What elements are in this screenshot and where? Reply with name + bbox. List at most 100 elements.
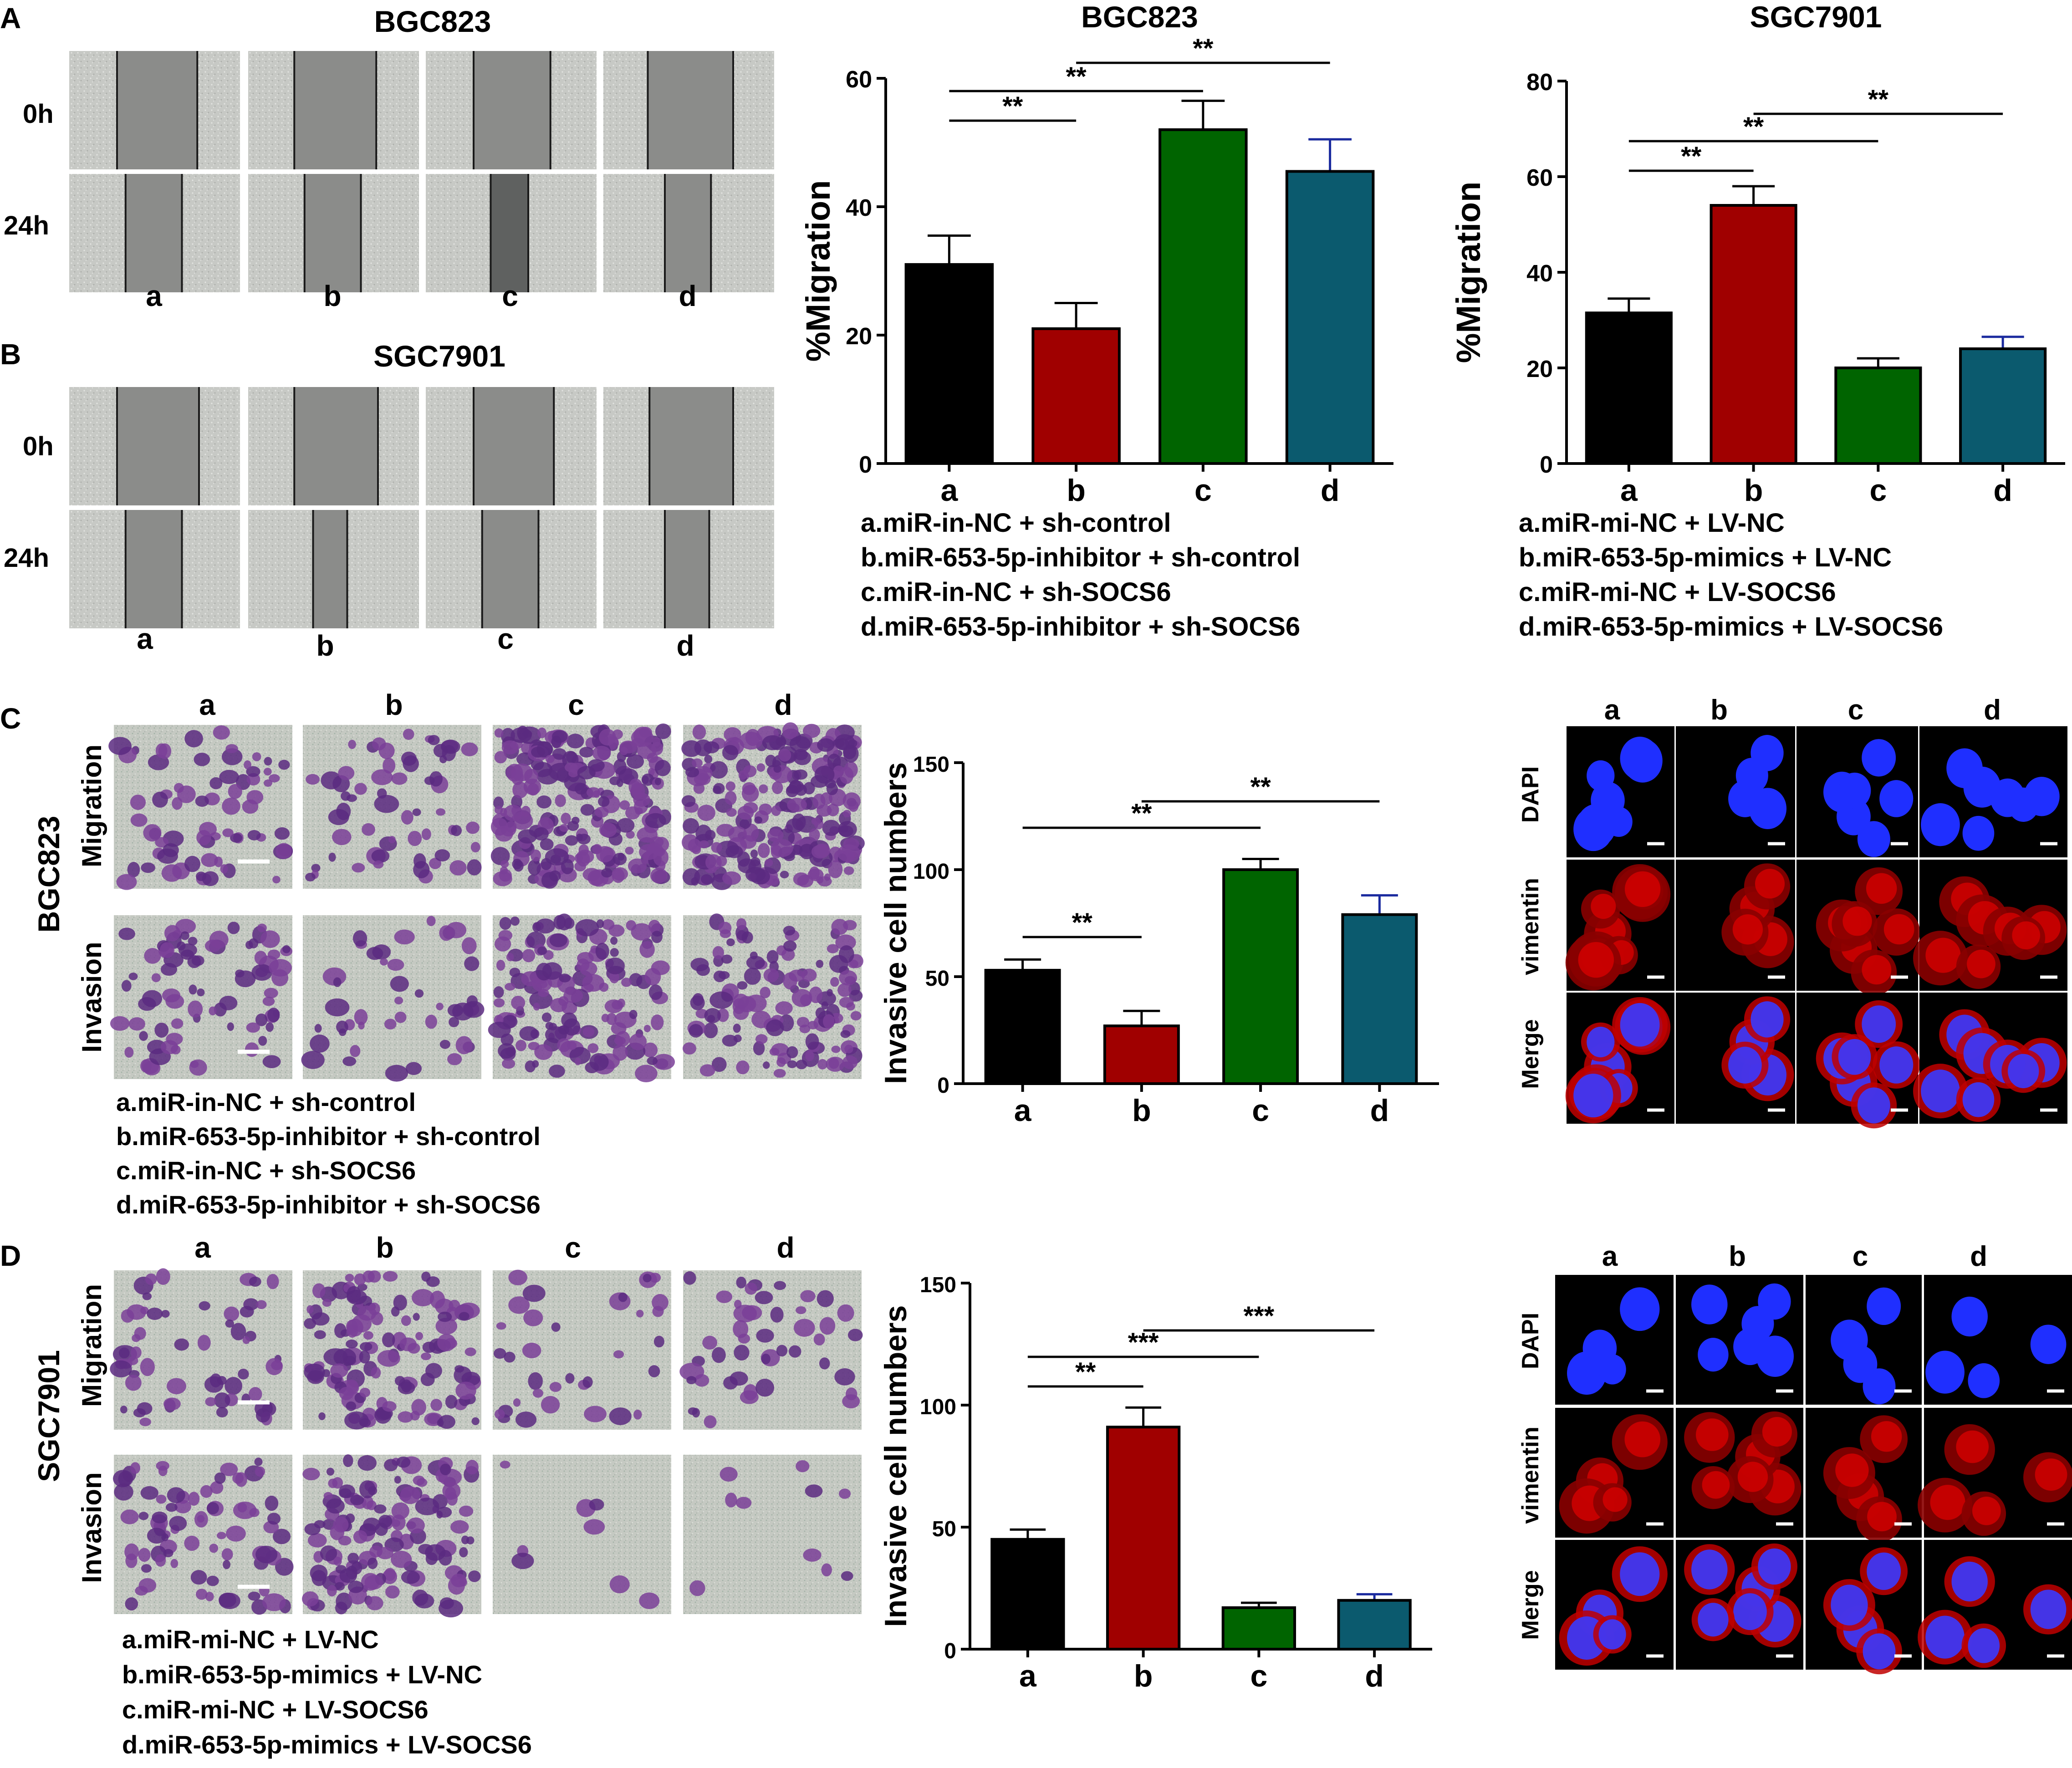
stained-cell <box>372 737 386 751</box>
stained-cell <box>164 925 181 942</box>
stained-cell <box>269 774 280 783</box>
stained-cell <box>396 1456 411 1468</box>
stained-cell <box>366 1500 377 1510</box>
stained-cell <box>510 727 532 743</box>
panel-label-b: B <box>0 338 21 371</box>
stained-cell <box>348 739 356 749</box>
stained-cell <box>249 1387 262 1401</box>
stained-cell <box>495 936 511 952</box>
y-tick-label: 150 <box>920 1273 956 1297</box>
merge-nucleus <box>1691 1549 1728 1590</box>
stained-cell <box>359 1418 371 1427</box>
stained-cell <box>730 1371 748 1386</box>
legend-d-item: d.miR-653-5p-mimics + LV-SOCS6 <box>122 1730 532 1759</box>
stained-cell <box>459 1312 470 1320</box>
y-axis-label: %Migration <box>799 180 837 362</box>
x-tick-label: c <box>1250 1659 1267 1693</box>
stained-cell <box>499 917 511 930</box>
transwell-cellline-d: SGC7901 <box>32 1350 66 1482</box>
stained-cell <box>817 1290 834 1307</box>
stained-cell <box>504 1351 515 1363</box>
stained-cell <box>405 1062 422 1075</box>
stained-cell <box>401 810 413 825</box>
transwell-image <box>301 915 485 1082</box>
stained-cell <box>471 1417 480 1425</box>
stained-cell <box>522 1342 541 1359</box>
stained-cell <box>754 816 763 824</box>
stained-cell <box>449 1017 459 1028</box>
stained-cell <box>354 1009 368 1025</box>
stained-cell <box>118 1347 130 1359</box>
stained-cell <box>125 1553 138 1568</box>
vimentin-signal <box>1883 914 1914 945</box>
stained-cell <box>679 1362 704 1381</box>
stained-cell <box>371 1367 381 1379</box>
stained-cell <box>118 927 135 940</box>
stained-cell <box>552 748 567 760</box>
y-tick-label: 0 <box>859 452 872 478</box>
stained-cell <box>813 1333 825 1346</box>
stained-cell <box>209 777 223 790</box>
vimentin-signal <box>1930 1485 1965 1520</box>
stained-cell <box>493 986 504 999</box>
stained-cell <box>439 1039 450 1049</box>
stained-cell <box>246 1022 260 1033</box>
merge-nucleus <box>1758 1548 1791 1585</box>
stained-cell <box>767 829 784 842</box>
fluorescence-image <box>1565 993 1674 1124</box>
stained-cell <box>620 747 628 755</box>
stained-cell <box>545 754 555 763</box>
transwell-col-d-b: b <box>376 1231 393 1264</box>
stained-cell <box>809 828 820 841</box>
scratch-assay-grid-bgc823 <box>69 51 774 292</box>
stained-cell <box>353 1530 367 1544</box>
stained-cell <box>702 1335 718 1350</box>
y-tick-label: 40 <box>1526 260 1553 287</box>
stained-cell <box>755 1379 775 1397</box>
vimentin-signal <box>1842 907 1872 936</box>
stained-cell <box>139 1031 148 1041</box>
nucleus-dapi <box>1962 815 1995 851</box>
stained-cell <box>822 820 840 836</box>
stained-cell <box>513 1398 521 1407</box>
stained-cell <box>625 806 640 820</box>
stained-cell <box>339 1488 352 1498</box>
nucleus-dapi <box>1951 1296 1988 1337</box>
stained-cell <box>582 1376 593 1388</box>
stained-cell <box>609 1407 632 1425</box>
stained-cell <box>262 996 275 1006</box>
stained-cell <box>843 866 854 875</box>
stained-cell <box>510 916 520 926</box>
stained-cell <box>197 1335 211 1351</box>
stained-cell <box>565 1373 575 1384</box>
merge-nucleus <box>1573 1074 1613 1118</box>
stained-cell <box>839 997 854 1008</box>
stained-cell <box>371 769 393 785</box>
stained-cell <box>616 779 623 787</box>
stained-cell <box>582 1027 595 1037</box>
stained-cell <box>503 805 523 821</box>
stained-cell <box>425 1552 438 1565</box>
stained-cell <box>592 790 601 798</box>
stained-cell <box>793 872 809 886</box>
fluorescence-image <box>1918 1540 2072 1670</box>
stained-cell <box>412 808 421 816</box>
if-col-d-c: c <box>1853 1241 1868 1272</box>
stained-cell <box>147 1307 163 1320</box>
stained-cell <box>112 1470 133 1488</box>
stained-cell <box>382 1401 397 1412</box>
stained-cell <box>266 1274 279 1289</box>
stained-cell <box>733 1005 749 1020</box>
stained-cell <box>796 1306 806 1315</box>
stained-cell <box>820 792 833 805</box>
stained-cell <box>263 768 272 776</box>
stained-cell <box>464 1347 476 1356</box>
vimentin-signal <box>1867 1502 1897 1532</box>
stained-cell <box>831 1045 841 1053</box>
legend-c-item: c.miR-in-NC + sh-SOCS6 <box>116 1156 416 1185</box>
stained-cell <box>645 813 666 829</box>
stained-cell <box>537 769 559 785</box>
y-tick-label: 20 <box>846 323 872 350</box>
